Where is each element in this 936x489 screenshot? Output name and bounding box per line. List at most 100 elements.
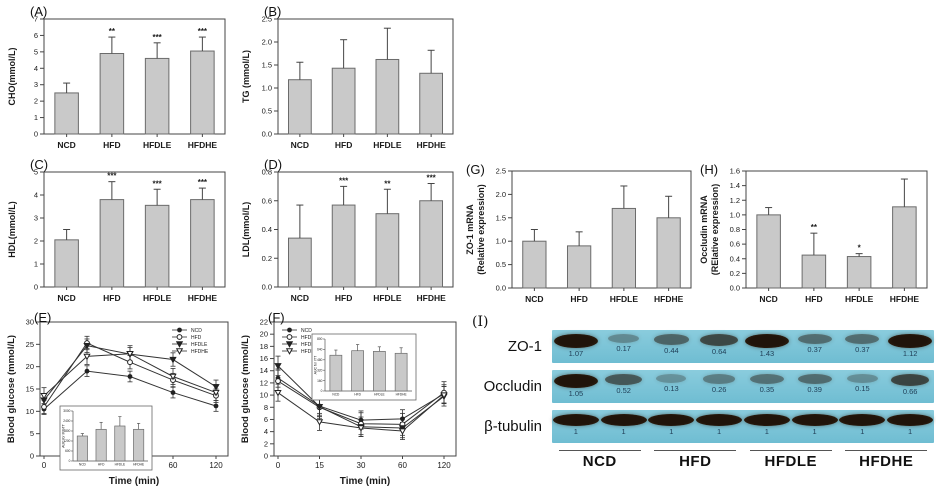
svg-text:0.4: 0.4: [262, 225, 272, 234]
svg-text:***: ***: [198, 27, 208, 36]
svg-text:120: 120: [209, 461, 223, 470]
blot-lane: 1: [552, 414, 599, 436]
svg-text:5: 5: [34, 168, 38, 177]
svg-text:**: **: [384, 179, 391, 188]
svg-text:HFDHE: HFDHE: [654, 294, 684, 304]
blot-group: NCD: [552, 450, 648, 470]
svg-text:0.8: 0.8: [262, 168, 272, 177]
blot-group: HFDHE: [839, 450, 935, 470]
svg-text:640: 640: [317, 348, 323, 352]
blot-lane: 1.07: [553, 334, 598, 358]
blot-lane: 1.43: [744, 334, 789, 358]
svg-text:2.0: 2.0: [262, 38, 272, 47]
svg-text:5: 5: [30, 429, 34, 438]
svg-text:0: 0: [42, 461, 47, 470]
svg-text:HFDHE: HFDHE: [188, 293, 218, 303]
blot-band: [553, 334, 598, 348]
chart-F-itt: 0 2 4 6 8 10 12 14 16 18 20 22 0 15 30 60 120 Time (min) B…: [240, 318, 457, 487]
chart-G-zo1-mrna: 0.0 0.5 1.0 1.5 2.0 2.5 NCD HFD HFDLE HFDHE ZO-1 m…: [465, 167, 692, 304]
blot-band-value: 1: [908, 427, 913, 436]
svg-text:HFD: HFD: [191, 335, 202, 341]
svg-text:LDL(mmol/L): LDL(mmol/L): [241, 202, 251, 258]
svg-text:6: 6: [34, 31, 38, 40]
svg-text:3: 3: [34, 80, 38, 89]
panel-H-label: (H): [700, 162, 719, 177]
svg-text:HFD: HFD: [98, 463, 105, 467]
blot-band-value: 0.26: [711, 384, 727, 394]
panel-A: (A) 0 1 2 3 4 5 6 7 NCD ** HFD *** HFDLE *** HFDHE CHO(…: [4, 4, 232, 154]
svg-text:0: 0: [34, 283, 38, 292]
svg-text:1.0: 1.0: [262, 84, 272, 93]
blot-band: [608, 334, 639, 344]
svg-text:0.6: 0.6: [262, 196, 272, 205]
blot-lane: 1.12: [888, 334, 933, 358]
blot-lane: 0.37: [794, 334, 836, 354]
blot-band-value: 1: [764, 427, 769, 436]
svg-text:HFDLE: HFDLE: [143, 140, 172, 150]
svg-text:30: 30: [26, 318, 34, 327]
svg-text:HFD: HFD: [103, 293, 120, 303]
svg-text:1200: 1200: [63, 439, 70, 443]
blot-band-value: 1: [812, 427, 817, 436]
svg-text:0.8: 0.8: [730, 225, 740, 234]
svg-text:1.0: 1.0: [496, 237, 506, 246]
svg-text:16: 16: [260, 354, 268, 363]
western-blot: ZO-1 1.07 0.17 0.44 0.64 1.43 0.37 0.37 1.12 Occl…: [464, 330, 934, 470]
panel-H: (H) 0.0 0.2 0.4 0.6 0.8 1.0 1.2 1.4 1.6 NCD ** HFD *…: [698, 156, 934, 308]
svg-text:12: 12: [260, 378, 268, 387]
svg-text:30: 30: [357, 461, 366, 470]
panel-F-label: (F): [268, 310, 285, 325]
svg-text:0.4: 0.4: [730, 254, 740, 263]
svg-text:***: ***: [426, 174, 436, 183]
blot-band-value: 0.64: [711, 346, 727, 356]
blot-band-value: 1.05: [568, 389, 584, 398]
blot-band-value: 1.43: [759, 349, 775, 358]
svg-text:HFDLE: HFDLE: [143, 293, 172, 303]
blot-band: [797, 334, 832, 345]
svg-text:4: 4: [34, 64, 38, 73]
svg-text:NCD: NCD: [332, 393, 340, 397]
panel-C-label: (C): [30, 157, 49, 172]
svg-text:HDL(mmol/L): HDL(mmol/L): [7, 201, 17, 258]
svg-text:(RElative expression): (RElative expression): [710, 184, 720, 276]
svg-text:HFDHE: HFDHE: [416, 140, 446, 150]
blot-band: [600, 414, 647, 426]
svg-text:HFDHE: HFDHE: [191, 349, 209, 355]
blot-lane: 0.35: [746, 374, 788, 394]
svg-text:NCD: NCD: [525, 294, 543, 304]
svg-text:0.0: 0.0: [262, 283, 272, 292]
svg-text:HFDLE: HFDLE: [845, 294, 874, 304]
svg-text:2.0: 2.0: [496, 190, 506, 199]
chart-E-ipgtt: 0510152025300153060120Time (min)Blood gl…: [6, 318, 229, 487]
svg-text:1.6: 1.6: [730, 167, 740, 176]
panel-G-label: (G): [466, 162, 485, 177]
blot-band: [696, 414, 743, 426]
blot-lane: 1: [887, 414, 934, 436]
svg-text:Time (min): Time (min): [109, 476, 159, 487]
blot-group-labels: NCD HFD HFDLE HFDHE: [552, 450, 934, 470]
svg-text:***: ***: [107, 172, 117, 181]
svg-text:**: **: [109, 27, 116, 36]
svg-text:*: *: [858, 244, 862, 253]
blot-lane: 1: [839, 414, 886, 436]
blot-band-value: 0.15: [855, 383, 870, 393]
blot-band-value: 0.17: [616, 344, 631, 354]
svg-text:***: ***: [152, 33, 162, 42]
blot-band-value: 0.35: [759, 385, 775, 395]
svg-text:0.2: 0.2: [730, 269, 740, 278]
svg-text:NCD: NCD: [291, 140, 309, 150]
panel-D: (D) 0.0 0.2 0.4 0.6 0.8 NCD *** HFD ** HFDLE *** HF…: [238, 157, 460, 307]
svg-text:AUC for IPGTT: AUC for IPGTT: [62, 423, 66, 448]
svg-text:14: 14: [260, 366, 268, 375]
panel-C: (C) 0 1 2 3 4 5 NCD *** HFD *** HFDLE *** HFDHE HDL(m…: [4, 157, 232, 307]
group-underline: [654, 450, 737, 451]
svg-text:HFDLE: HFDLE: [373, 293, 402, 303]
svg-text:10: 10: [26, 407, 34, 416]
blot-band-value: 0.13: [664, 383, 679, 393]
svg-text:2: 2: [264, 439, 268, 448]
svg-text:HFDLE: HFDLE: [301, 342, 318, 348]
panel-B-label: (B): [264, 4, 282, 19]
blot-lane: 0.17: [603, 334, 645, 353]
group-name: NCD: [582, 453, 617, 470]
blot-group: HFDLE: [743, 450, 839, 470]
